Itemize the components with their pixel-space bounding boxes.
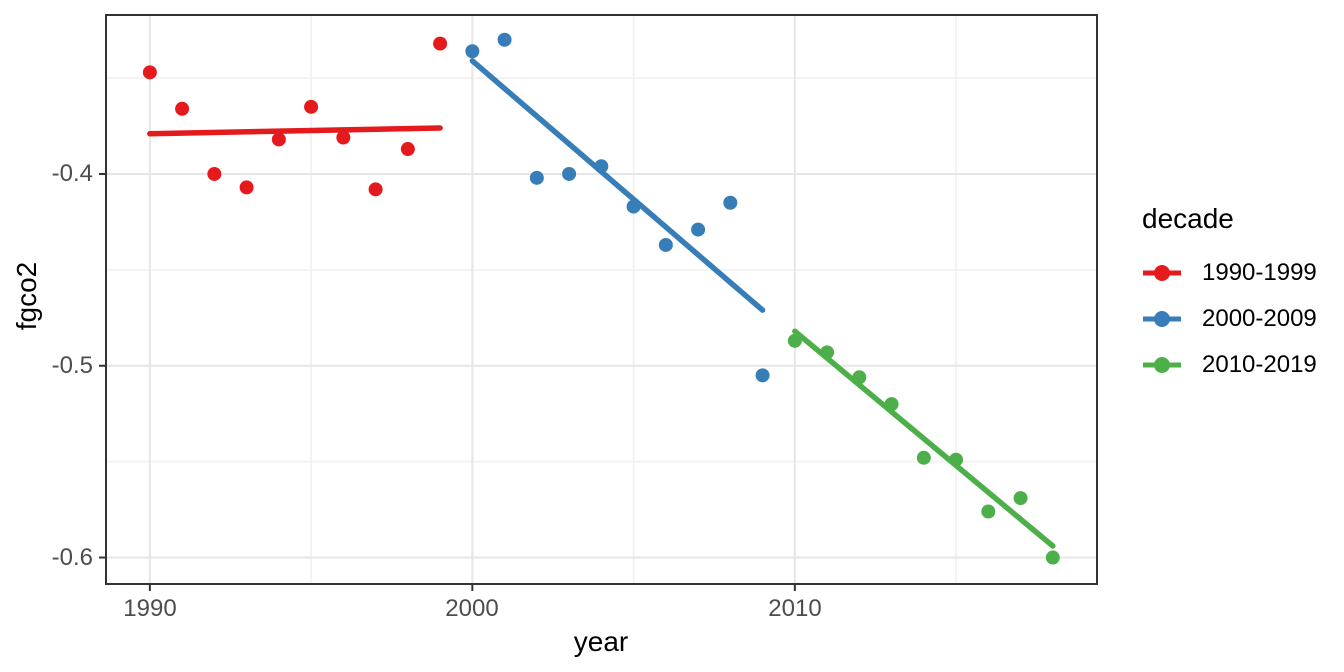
legend-key-line-point-icon xyxy=(1143,357,1181,373)
y-axis-title: fgco2 xyxy=(11,261,42,331)
x-axis-title: year xyxy=(573,626,629,657)
legend-entry-label: 2010-2019 xyxy=(1202,351,1317,378)
legend-key-line-point-icon xyxy=(1143,265,1181,281)
legend-entry-label: 1990-1999 xyxy=(1202,259,1317,286)
x-tick-label: 2010 xyxy=(768,595,822,622)
y-tick-label: -0.6 xyxy=(51,544,93,571)
legend-entry: 2000-2009 xyxy=(1142,305,1317,333)
legend: decade 1990-1999 2000-2009 2010-2019 xyxy=(1142,203,1317,397)
legend-title: decade xyxy=(1142,203,1234,234)
y-tick-label: -0.5 xyxy=(51,352,93,379)
legend-entry: 2010-2019 xyxy=(1142,351,1317,379)
y-tick-label: -0.4 xyxy=(51,160,93,187)
x-tick-label: 1990 xyxy=(123,595,177,622)
legend-key-line-point-icon xyxy=(1143,311,1181,327)
x-tick-label: 2000 xyxy=(445,595,499,622)
legend-entry: 1990-1999 xyxy=(1142,259,1317,287)
legend-entry-label: 2000-2009 xyxy=(1202,305,1317,332)
